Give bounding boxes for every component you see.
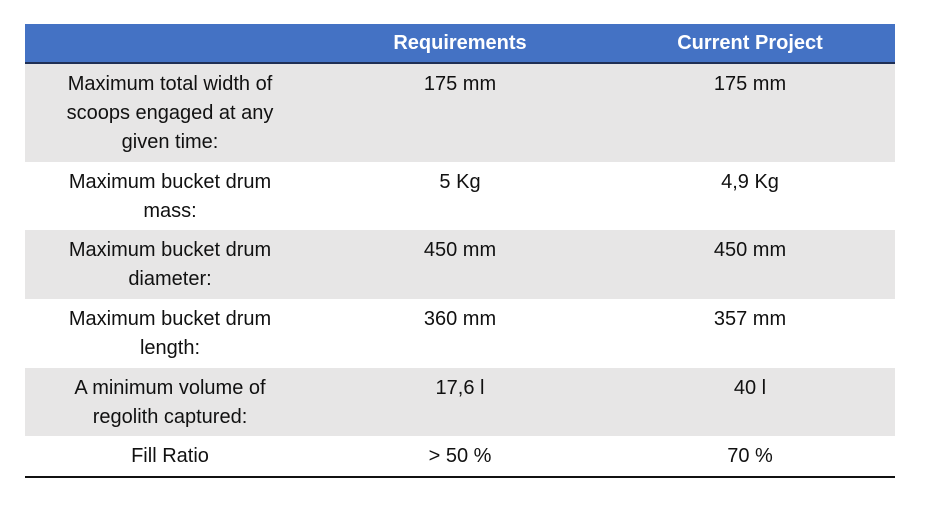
header-cell: Current Project — [605, 24, 895, 64]
cell-line: Maximum bucket drum — [68, 308, 272, 330]
cell-line: 175 mm — [423, 73, 497, 95]
value-cell: 5 Kg — [315, 162, 605, 230]
value-cell: 4,9 Kg — [605, 162, 895, 230]
row-label: Maximum bucket drum mass: — [25, 162, 315, 230]
cell-line: 175 mm — [713, 73, 787, 95]
table-row: Maximum total width of scoops engaged at … — [25, 63, 895, 162]
table-row: Fill Ratio > 50 % 70 % — [25, 436, 895, 478]
row-label: Maximum bucket drum diameter: — [25, 230, 315, 299]
cell-line: A minimum volume of — [74, 377, 266, 399]
value-cell: 450 mm — [605, 230, 895, 299]
value-cell: 40 l — [605, 368, 895, 436]
cell-line: scoops engaged at any — [66, 102, 274, 124]
cell-line: mass: — [143, 200, 197, 222]
cell-line: Fill Ratio — [131, 445, 209, 467]
value-cell: 175 mm — [315, 63, 605, 162]
cell-line: regolith captured: — [92, 406, 248, 428]
value-cell: 175 mm — [605, 63, 895, 162]
table-row: A minimum volume of regolith captured: 17,… — [25, 368, 895, 436]
cell-line: 70 % — [727, 445, 773, 467]
cell-line: 450 mm — [713, 239, 787, 261]
cell-line: diameter: — [128, 268, 212, 290]
cell-line: 5 Kg — [439, 171, 481, 193]
cell-line: 4,9 Kg — [721, 171, 779, 193]
row-label: A minimum volume of regolith captured: — [25, 368, 315, 436]
requirements-table: Requirements Current Project Maximum tot… — [25, 24, 895, 478]
table-row: Maximum bucket drum mass: 5 Kg 4,9 Kg — [25, 162, 895, 230]
table-row: Maximum bucket drum diameter: 450 mm 450 mm — [25, 230, 895, 299]
value-cell: > 50 % — [315, 436, 605, 478]
cell-line: Maximum total width of — [67, 73, 273, 95]
cell-line: > 50 % — [428, 445, 492, 467]
cell-line: 357 mm — [713, 308, 787, 330]
value-cell: 17,6 l — [315, 368, 605, 436]
row-label: Fill Ratio — [25, 436, 315, 478]
cell-line: Maximum bucket drum — [68, 171, 272, 193]
header-cell: Requirements — [315, 24, 605, 64]
cell-line: length: — [139, 337, 201, 359]
header-row: Requirements Current Project — [25, 24, 895, 64]
value-cell: 450 mm — [315, 230, 605, 299]
value-cell: 70 % — [605, 436, 895, 478]
cell-line: given time: — [121, 131, 219, 153]
table-body: Maximum total width of scoops engaged at … — [25, 63, 895, 478]
header-cell — [25, 24, 315, 64]
cell-line: 40 l — [733, 377, 767, 399]
table-row: Maximum bucket drum length: 360 mm 357 mm — [25, 299, 895, 368]
cell-line: 17,6 l — [435, 377, 485, 399]
value-cell: 357 mm — [605, 299, 895, 368]
row-label: Maximum total width of scoops engaged at … — [25, 63, 315, 162]
cell-line: 360 mm — [423, 308, 497, 330]
cell-line: 450 mm — [423, 239, 497, 261]
value-cell: 360 mm — [315, 299, 605, 368]
row-label: Maximum bucket drum length: — [25, 299, 315, 368]
cell-line: Maximum bucket drum — [68, 239, 272, 261]
